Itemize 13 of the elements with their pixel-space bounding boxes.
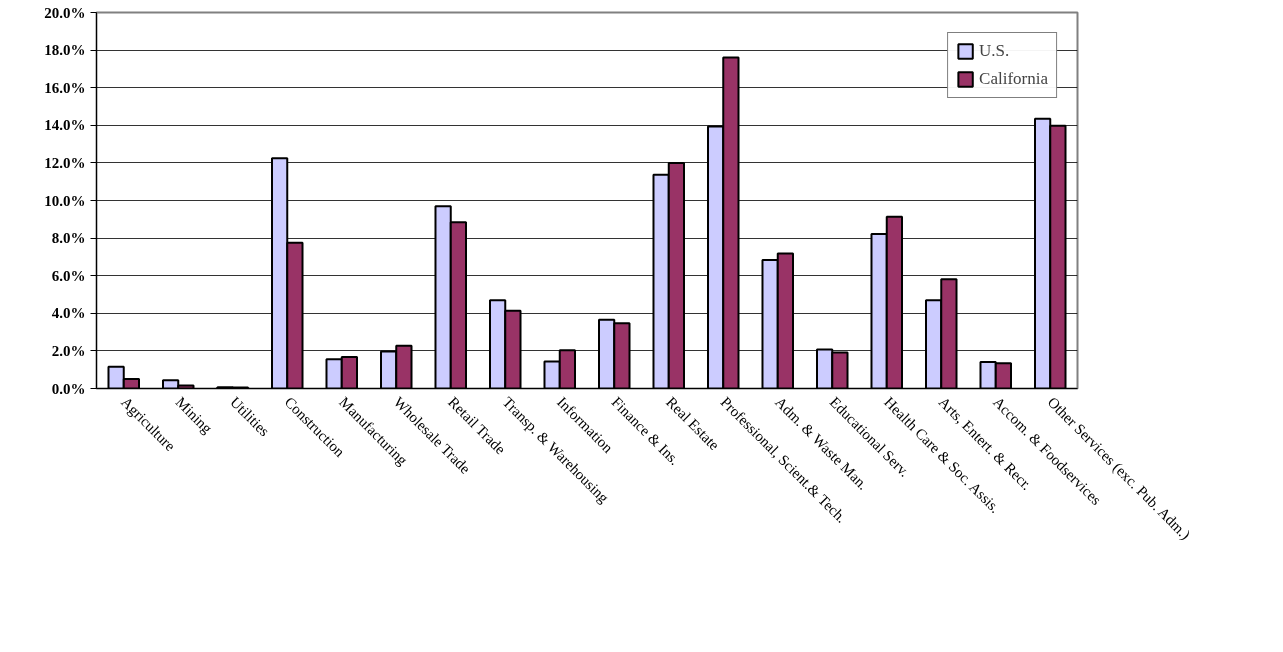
y-tick-label: 18.0% (44, 42, 86, 59)
y-tick-label: 20.0% (44, 4, 86, 21)
y-tick-label: 8.0% (51, 230, 86, 247)
y-tick-label: 10.0% (44, 192, 86, 209)
y-tick-label: 0.0% (51, 380, 86, 397)
y-tick-label: 6.0% (51, 267, 86, 284)
y-tick-label: 2.0% (51, 342, 86, 359)
y-tick-label: 16.0% (44, 79, 86, 96)
y-tick-label: 4.0% (51, 305, 86, 322)
y-tick-label: 12.0% (44, 154, 86, 171)
y-tick-label: 14.0% (44, 117, 86, 134)
legend-label: California (979, 69, 1048, 89)
legend-label: U.S. (979, 41, 1010, 61)
